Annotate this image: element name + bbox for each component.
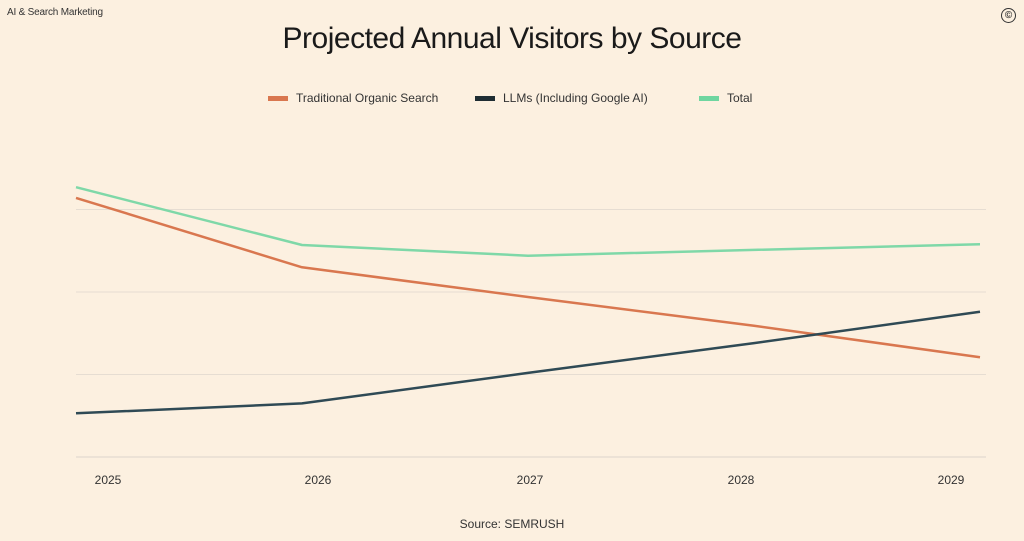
x-tick-label: 2028 [728,473,755,487]
legend-swatch-organic [268,95,288,101]
series-lines [75,185,981,415]
series-line-total [75,185,981,257]
legend-swatch-llms [475,95,495,101]
x-tick-label: 2025 [95,473,122,487]
legend: Traditional Organic Search LLMs (Includi… [0,91,1024,107]
copyright-icon: © [1001,8,1016,23]
source-note: Source: SEMRUSH [459,517,565,531]
x-tick-label: 2026 [305,473,332,487]
x-tick-label: 2027 [517,473,544,487]
legend-item-total: Total [699,91,752,105]
legend-swatch-total [699,95,719,101]
chart-title: Projected Annual Visitors by Source [282,22,742,55]
x-axis-ticks: 2025 2026 2027 2028 2029 [95,473,965,487]
legend-label-organic: Traditional Organic Search [296,91,439,105]
series-line-organic [75,196,981,359]
legend-label-llms: LLMs (Including Google AI) [503,91,648,105]
legend-item-llms: LLMs (Including Google AI) [475,91,648,105]
x-tick-label: 2029 [938,473,965,487]
legend-item-organic: Traditional Organic Search [268,91,438,105]
legend-label-total: Total [727,91,753,105]
series-line-llms [75,310,981,415]
gridlines [76,209,986,458]
brand-label: AI & Search Marketing [7,7,103,18]
